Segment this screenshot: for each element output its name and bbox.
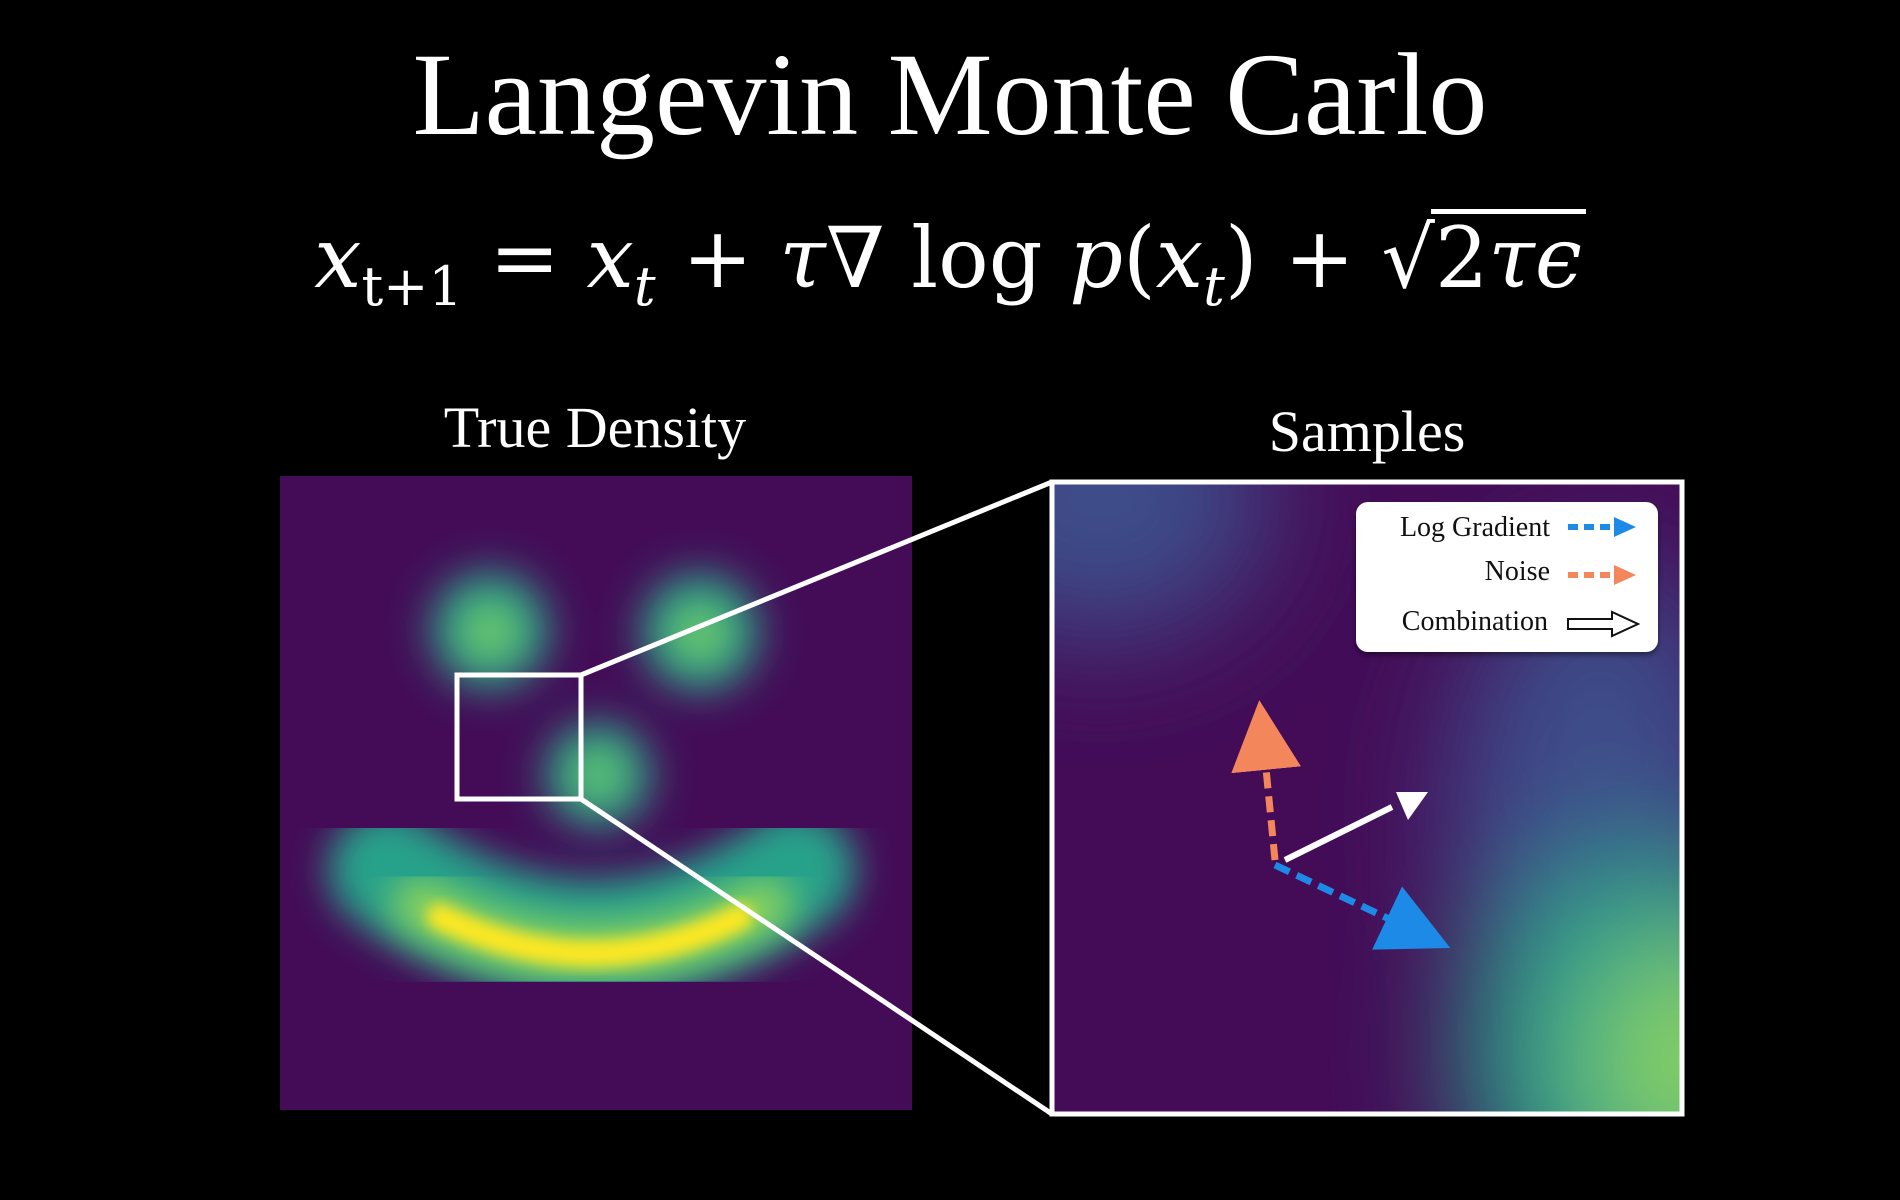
slide-title: Langevin Monte Carlo: [412, 29, 1488, 160]
nose-core: [576, 753, 620, 797]
legend-box: [1356, 502, 1658, 652]
sample-arrows: [1231, 700, 1451, 950]
samples-label: Samples: [1268, 399, 1466, 464]
eq-close-paren: ): [1224, 209, 1258, 307]
eq-log: log: [911, 209, 1043, 307]
zoom-region-box: [454, 672, 584, 802]
legend-label-noise: Noise: [1485, 556, 1550, 587]
eq-equals: =: [489, 209, 560, 307]
left-eye-core: [464, 606, 516, 658]
noise-arrow: [1231, 700, 1301, 861]
eq-sqrt-sign: √: [1381, 209, 1435, 307]
eq-sqrt-two: 2: [1434, 209, 1489, 307]
zoom-connector-bottom: [579, 796, 1054, 1117]
eq-nabla: ∇: [825, 209, 885, 307]
samples-zoom-panel: [1052, 482, 1682, 1114]
zoom-density-glow: [1052, 482, 1682, 1114]
legend-swatch-log-gradient-head: [1614, 517, 1636, 537]
eq-inner-var: x: [1155, 209, 1204, 307]
combination-arrow-shaft: [1283, 804, 1394, 863]
true-density-heatmap: [280, 476, 912, 1110]
combination-arrow: [1283, 792, 1428, 863]
eq-radicand: 2τϵ: [1430, 209, 1586, 302]
eq-inner-sub: t: [1203, 255, 1225, 318]
eq-sqrt-tau: τ: [1488, 209, 1535, 307]
eq-term1-sub: t: [633, 255, 656, 318]
legend-label-log-gradient: Log Gradient: [1400, 512, 1550, 543]
true-density-label: True Density: [443, 395, 747, 460]
legend-label-combination: Combination: [1402, 606, 1548, 637]
langevin-update-equation: xt+1 = xt + τ∇ log p(xt) + √2τϵ: [0, 208, 1900, 337]
combination-arrow-head: [1396, 792, 1428, 820]
legend: Log Gradient Noise Combination: [1356, 502, 1658, 652]
zoom-glow-top-left: [1052, 482, 1270, 640]
eq-p: p: [1069, 209, 1123, 307]
legend-swatch-combination: [1567, 610, 1641, 638]
legend-swatch-noise-head: [1614, 565, 1636, 585]
zoom-glow-bottom-right-core: [1600, 950, 1682, 1114]
eq-plus-2: +: [1284, 209, 1355, 307]
eq-epsilon: ϵ: [1534, 209, 1582, 307]
log-gradient-arrow: [1273, 861, 1451, 950]
eq-lhs-sub: t+1: [361, 255, 463, 318]
density-mode-cores: [464, 606, 726, 797]
eq-plus-1: +: [682, 209, 753, 307]
eq-tau: τ: [779, 209, 826, 307]
density-smile-arc: [328, 810, 856, 1000]
eq-open-paren: (: [1122, 209, 1156, 307]
eq-sqrt: √2τϵ: [1381, 208, 1586, 308]
samples-panel-border: [1049, 479, 1685, 1117]
zoom-connector-top: [580, 479, 1053, 678]
eq-term1-var: x: [586, 209, 634, 307]
eq-lhs-var: x: [314, 209, 362, 307]
